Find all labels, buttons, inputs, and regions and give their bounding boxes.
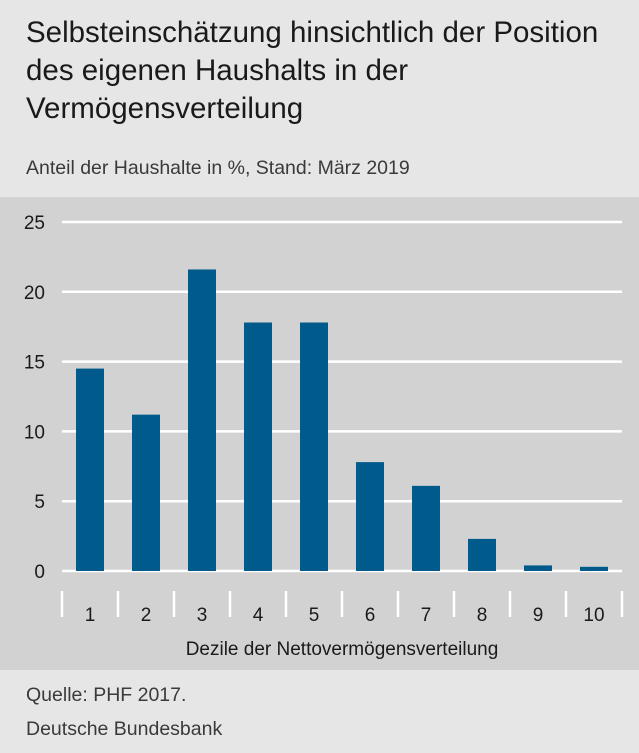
bar-6 (356, 462, 384, 571)
x-tick-label-10: 10 (583, 605, 604, 626)
y-tick-label-0: 0 (34, 562, 45, 583)
publisher-name: Deutsche Bundesbank (26, 718, 223, 740)
y-tick-label-25: 25 (24, 213, 45, 234)
y-tick-label-20: 20 (24, 283, 45, 304)
source-note: Quelle: PHF 2017. (26, 684, 187, 706)
y-tick-label-15: 15 (24, 353, 45, 374)
x-tick-label-2: 2 (141, 605, 152, 626)
bar-2 (132, 414, 160, 571)
bar-5 (300, 322, 328, 571)
bar-9 (524, 565, 552, 571)
bar-chart: 0 5 10 15 20 25 1 2 3 4 5 6 7 8 9 10 Dezile der Nettover… (24, 213, 624, 660)
x-tick-label-1: 1 (85, 605, 96, 626)
bar-10 (580, 566, 608, 571)
x-tick-label-6: 6 (365, 605, 376, 626)
y-tick-label-5: 5 (34, 492, 45, 513)
bar-4 (244, 322, 272, 571)
y-tick-label-10: 10 (24, 422, 45, 443)
bar-3 (188, 269, 216, 571)
x-axis-label: Dezile der Nettovermögensverteilung (186, 639, 499, 660)
x-tick-label-9: 9 (533, 605, 544, 626)
bar-1 (76, 368, 104, 571)
x-tick-label-4: 4 (253, 605, 264, 626)
x-tick-label-8: 8 (477, 605, 488, 626)
plot-area: 0 5 10 15 20 25 1 2 3 4 5 6 7 8 9 10 Dezile der Nettover… (0, 197, 639, 670)
x-tick-label-5: 5 (309, 605, 320, 626)
chart-subtitle: Anteil der Haushalte in %, Stand: März 2… (26, 157, 410, 179)
bar-7 (412, 485, 440, 571)
x-tick-label-3: 3 (197, 605, 208, 626)
chart-title: Selbsteinschätzung hinsichtlich der Posi… (26, 16, 599, 125)
x-tick-label-7: 7 (421, 605, 432, 626)
bar-8 (468, 538, 496, 571)
